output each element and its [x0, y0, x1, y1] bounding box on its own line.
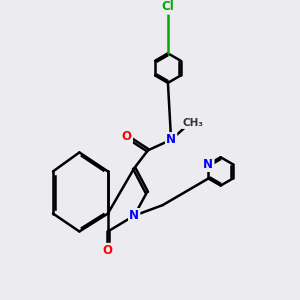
Text: Cl: Cl — [161, 1, 174, 13]
Text: N: N — [129, 209, 139, 222]
Text: O: O — [103, 244, 113, 257]
Text: N: N — [203, 158, 213, 171]
Text: N: N — [166, 133, 176, 146]
Text: CH₃: CH₃ — [182, 118, 203, 128]
Text: O: O — [122, 130, 132, 143]
